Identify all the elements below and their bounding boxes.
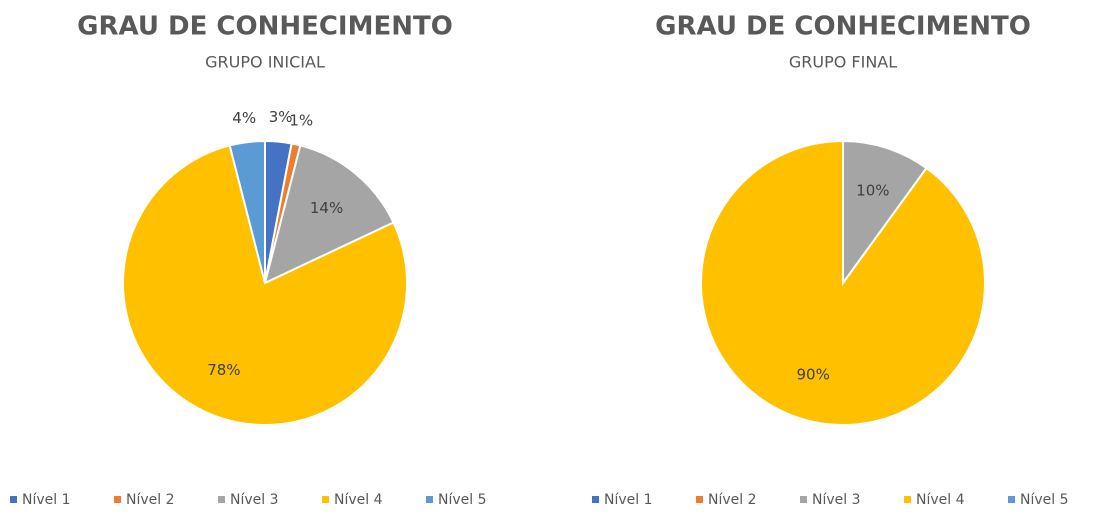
chart-title: GRAU DE CONHECIMENTO: [77, 12, 453, 42]
legend-label: Nível 1: [604, 492, 653, 508]
legend-swatch: [426, 496, 433, 503]
data-label: 1%: [289, 111, 313, 129]
data-label: 3%: [269, 108, 293, 126]
legend-swatch: [114, 496, 121, 503]
pie-slice: [842, 139, 928, 287]
legend-swatch: [592, 496, 599, 503]
legend-swatch: [322, 496, 329, 503]
chart-subtitle: GRUPO FINAL: [789, 53, 897, 72]
legend-swatch: [1008, 496, 1015, 503]
legend-label: Nível 3: [230, 492, 279, 508]
legend-label: Nível 5: [1020, 492, 1069, 508]
data-label: 10%: [856, 182, 889, 200]
pie-slice: [263, 144, 395, 285]
legend-swatch: [696, 496, 703, 503]
legend-swatch: [218, 496, 225, 503]
pie-slice: [228, 139, 266, 284]
data-label: 90%: [796, 365, 829, 383]
legend-label: Nível 3: [812, 492, 861, 508]
pie-slice: [122, 144, 408, 426]
legend-label: Nível 5: [438, 492, 487, 508]
legend-label: Nível 1: [22, 492, 71, 508]
legend-swatch: [904, 496, 911, 503]
data-label: 78%: [207, 361, 240, 379]
chart-title: GRAU DE CONHECIMENTO: [655, 12, 1031, 42]
legend-label: Nível 4: [334, 492, 383, 508]
data-label: 14%: [310, 199, 343, 217]
legend-label: Nível 2: [708, 492, 757, 508]
legend-label: Nível 2: [126, 492, 175, 508]
legend-swatch: [10, 496, 17, 503]
legend-swatch: [800, 496, 807, 503]
chart-subtitle: GRUPO INICIAL: [205, 53, 325, 72]
legend-label: Nível 4: [916, 492, 965, 508]
data-label: 4%: [232, 109, 256, 127]
